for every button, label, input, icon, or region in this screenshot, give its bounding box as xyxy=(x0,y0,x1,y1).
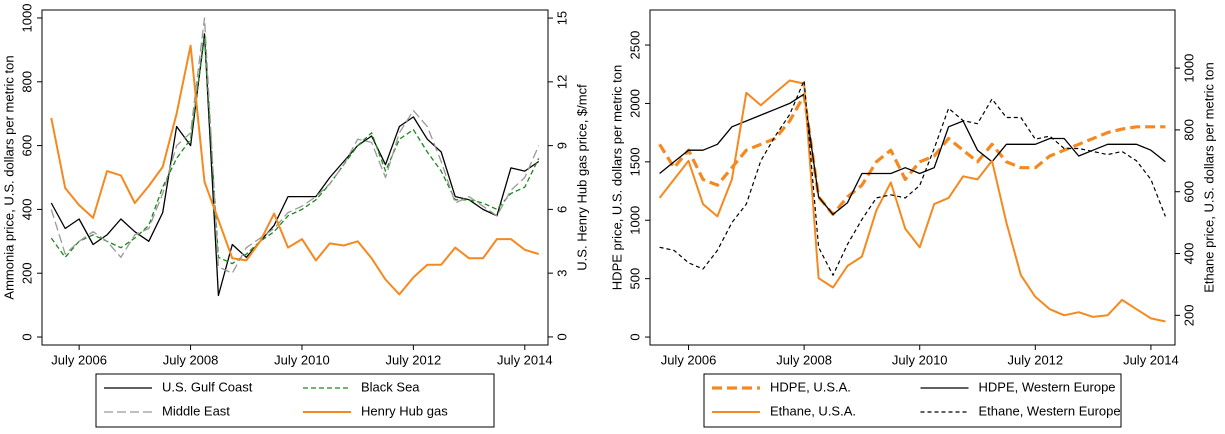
y2-axis-title: Ethane price, U.S. dollars per metric to… xyxy=(1201,62,1216,293)
series-line xyxy=(50,33,540,297)
y2-tick-label: 400 xyxy=(1181,243,1196,265)
y-tick-label: 0 xyxy=(19,333,34,340)
legend-box xyxy=(703,373,1122,428)
y2-tick-label: 15 xyxy=(554,11,569,25)
x-tick-label: July 2014 xyxy=(497,352,553,367)
x-tick-label: July 2012 xyxy=(386,352,442,367)
y2-tick-label: 3 xyxy=(554,270,569,277)
legend-box xyxy=(95,373,495,428)
y2-tick-label: 12 xyxy=(554,75,569,89)
series-line xyxy=(659,79,1166,276)
legend-label: Ethane, U.S.A. xyxy=(770,403,856,418)
y-tick-label: 2000 xyxy=(627,89,642,118)
y-tick-label: 200 xyxy=(19,262,34,284)
y-tick-label: 800 xyxy=(19,71,34,93)
y-tick-label: 2500 xyxy=(627,31,642,60)
x-tick-label: July 2006 xyxy=(661,352,717,367)
y2-tick-label: 800 xyxy=(1181,119,1196,141)
x-tick-label: July 2010 xyxy=(274,352,330,367)
series-line xyxy=(658,79,1166,323)
series-line xyxy=(50,17,540,274)
y2-tick-label: 600 xyxy=(1181,181,1196,203)
y-tick-label: 0 xyxy=(627,333,642,340)
legend-label: HDPE, Western Europe xyxy=(979,379,1116,394)
plot-frame xyxy=(41,9,549,346)
x-tick-label: July 2006 xyxy=(51,352,107,367)
x-tick-label: July 2010 xyxy=(892,352,948,367)
series-line xyxy=(50,44,539,296)
plot-frame xyxy=(649,9,1176,346)
y2-tick-label: 1000 xyxy=(1181,54,1196,83)
y-tick-label: 400 xyxy=(19,199,34,221)
y-tick-label: 1000 xyxy=(627,206,642,235)
legend-label: HDPE, U.S.A. xyxy=(770,379,851,394)
legend-label: Ethane, Western Europe xyxy=(979,403,1121,418)
legend-label: Middle East xyxy=(162,403,230,418)
y-axis-title: HDPE price, U.S. dollars per metric ton xyxy=(609,65,624,290)
y2-tick-label: 9 xyxy=(554,142,569,149)
legend-label: Henry Hub gas xyxy=(361,403,448,418)
series-line xyxy=(50,36,540,265)
y2-axis-title: U.S. Henry Hub gas price, $/mcf xyxy=(574,84,589,271)
legend-label: U.S. Gulf Coast xyxy=(162,379,253,394)
y-tick-label: 500 xyxy=(627,268,642,290)
x-tick-label: July 2008 xyxy=(163,352,219,367)
y2-tick-label: 0 xyxy=(554,333,569,340)
x-tick-label: July 2008 xyxy=(776,352,832,367)
y2-tick-label: 200 xyxy=(1181,304,1196,326)
x-tick-label: July 2014 xyxy=(1123,352,1179,367)
x-tick-label: July 2012 xyxy=(1007,352,1063,367)
y-tick-label: 1500 xyxy=(627,147,642,176)
y2-tick-label: 6 xyxy=(554,206,569,213)
y-tick-label: 1000 xyxy=(19,4,34,33)
legend-label: Black Sea xyxy=(361,379,420,394)
y-tick-label: 600 xyxy=(19,135,34,157)
y-axis-title: Ammonia price, U.S. dollars per metric t… xyxy=(1,55,16,299)
series-line xyxy=(659,93,1166,216)
